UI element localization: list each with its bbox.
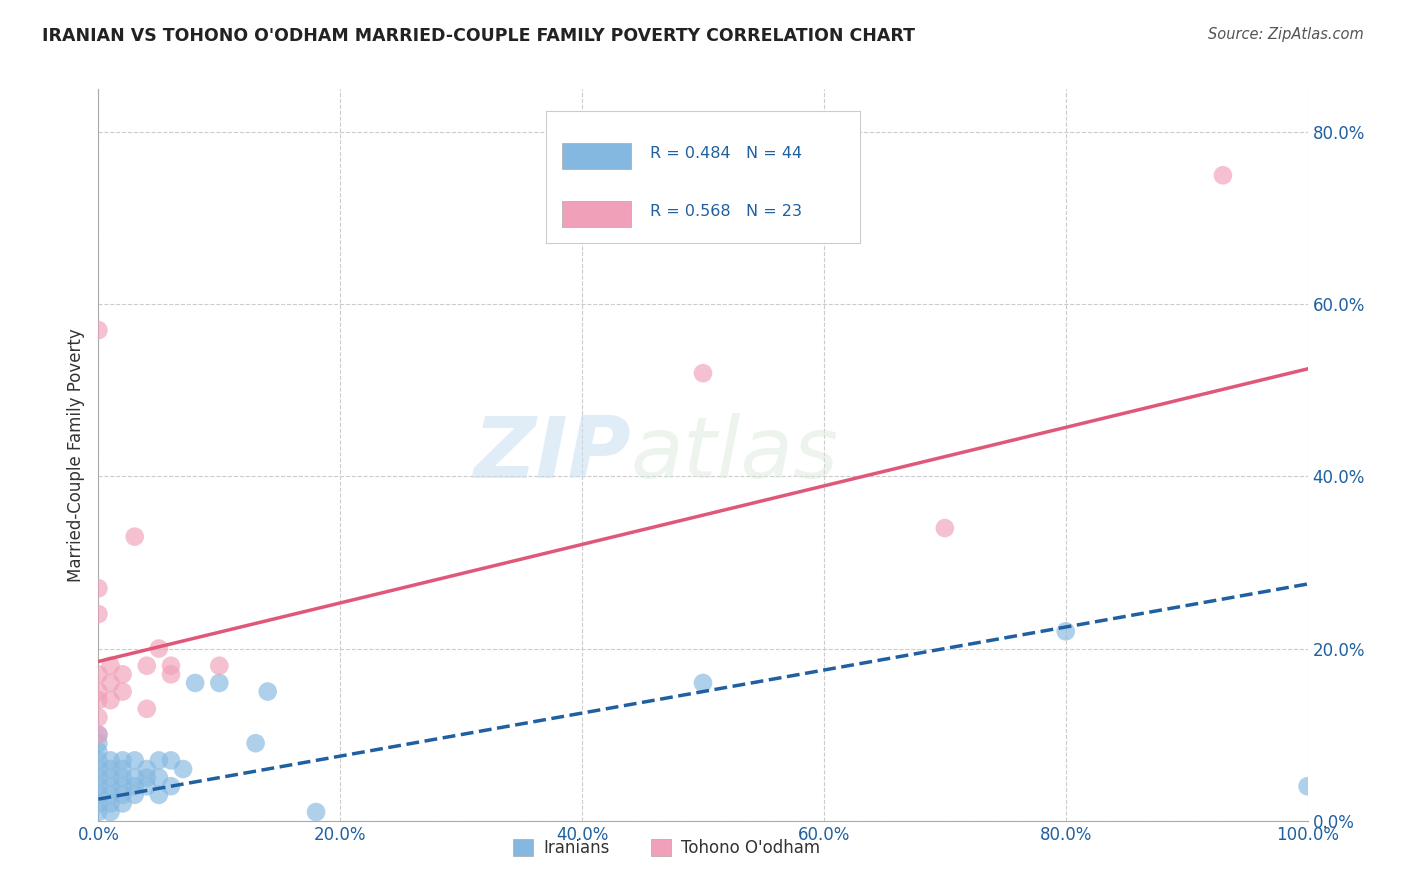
Point (87, 753, 110, 767)
Point (160, 779, 183, 793)
Point (87, 684, 110, 698)
Point (87, 667, 110, 681)
Point (87, 736, 110, 750)
Point (1296, 779, 1319, 793)
Point (160, 667, 183, 681)
Point (87, 771, 110, 785)
Point (87, 582, 110, 596)
Point (184, 676, 207, 690)
Point (256, 684, 278, 698)
Point (208, 658, 231, 673)
Point (160, 753, 183, 767)
Point (208, 676, 231, 690)
Point (100, 771, 122, 785)
Text: IRANIAN VS TOHONO O'ODHAM MARRIED-COUPLE FAMILY POVERTY CORRELATION CHART: IRANIAN VS TOHONO O'ODHAM MARRIED-COUPLE… (42, 27, 915, 45)
Point (87, 693, 110, 707)
Point (111, 667, 134, 681)
Point (87, 728, 110, 742)
Legend: Iranians, Tohono O'odham: Iranians, Tohono O'odham (506, 832, 827, 863)
Text: ZIP: ZIP (472, 413, 630, 497)
Point (1212, 168, 1234, 182)
Point (111, 684, 134, 698)
Point (135, 771, 157, 785)
Point (87, 788, 110, 802)
Point (100, 779, 122, 793)
Point (100, 762, 122, 776)
Point (160, 658, 183, 673)
Point (100, 658, 122, 673)
Point (87, 797, 110, 811)
Point (148, 771, 170, 785)
Point (100, 805, 122, 819)
Point (148, 641, 170, 656)
Point (135, 762, 157, 776)
Point (87, 607, 110, 621)
Point (124, 530, 146, 544)
Point (111, 788, 134, 802)
Point (87, 323, 110, 337)
Point (100, 676, 122, 690)
Point (111, 797, 134, 811)
Point (135, 702, 157, 716)
Point (692, 366, 714, 380)
Point (87, 779, 110, 793)
Point (87, 745, 110, 759)
Text: Source: ZipAtlas.com: Source: ZipAtlas.com (1208, 27, 1364, 42)
Point (87, 805, 110, 819)
Point (100, 693, 122, 707)
Point (1054, 624, 1077, 639)
Point (100, 753, 122, 767)
Point (124, 771, 146, 785)
Text: atlas: atlas (630, 413, 838, 497)
Point (135, 658, 157, 673)
Point (148, 788, 170, 802)
Point (124, 788, 146, 802)
Point (87, 728, 110, 742)
Point (111, 771, 134, 785)
Point (100, 788, 122, 802)
Point (148, 753, 170, 767)
Point (245, 736, 267, 750)
Point (111, 753, 134, 767)
Y-axis label: Married-Couple Family Poverty: Married-Couple Family Poverty (66, 328, 84, 582)
Point (111, 779, 134, 793)
Point (87, 710, 110, 724)
Point (111, 762, 134, 776)
Point (124, 779, 146, 793)
Point (692, 676, 714, 690)
Point (100, 797, 122, 811)
Point (172, 762, 194, 776)
Point (934, 521, 956, 535)
Point (135, 779, 157, 793)
Point (87, 762, 110, 776)
Point (124, 753, 146, 767)
Point (305, 805, 328, 819)
